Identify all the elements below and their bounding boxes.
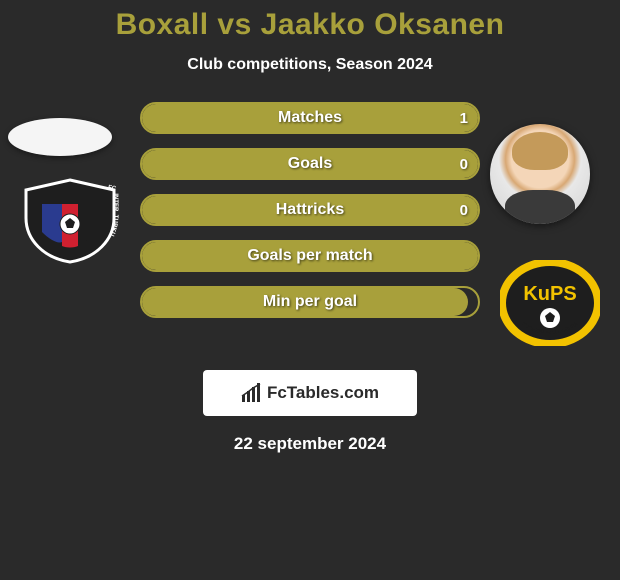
subtitle: Club competitions, Season 2024 xyxy=(0,56,620,74)
stat-bar-label: Matches xyxy=(142,104,478,132)
stat-bar: Goals0 xyxy=(140,148,480,180)
stat-bar: Hattricks0 xyxy=(140,194,480,226)
branding-text: FcTables.com xyxy=(267,383,379,403)
stat-bar: Min per goal xyxy=(140,286,480,318)
stat-bar-value: 0 xyxy=(460,196,468,224)
date-text: 22 september 2024 xyxy=(0,434,620,454)
stat-bar: Matches1 xyxy=(140,102,480,134)
bar-chart-icon xyxy=(241,383,263,403)
stat-bar-label: Hattricks xyxy=(142,196,478,224)
stats-bars: Matches1Goals0Hattricks0Goals per matchM… xyxy=(140,102,480,318)
branding-box: FcTables.com xyxy=(203,370,417,416)
page-title: Boxall vs Jaakko Oksanen xyxy=(0,0,620,42)
stat-bar: Goals per match xyxy=(140,240,480,272)
stat-bar-label: Min per goal xyxy=(142,288,478,316)
stat-bar-label: Goals xyxy=(142,150,478,178)
stat-bar-label: Goals per match xyxy=(142,242,478,270)
stat-bar-value: 1 xyxy=(460,104,468,132)
stat-bar-value: 0 xyxy=(460,150,468,178)
